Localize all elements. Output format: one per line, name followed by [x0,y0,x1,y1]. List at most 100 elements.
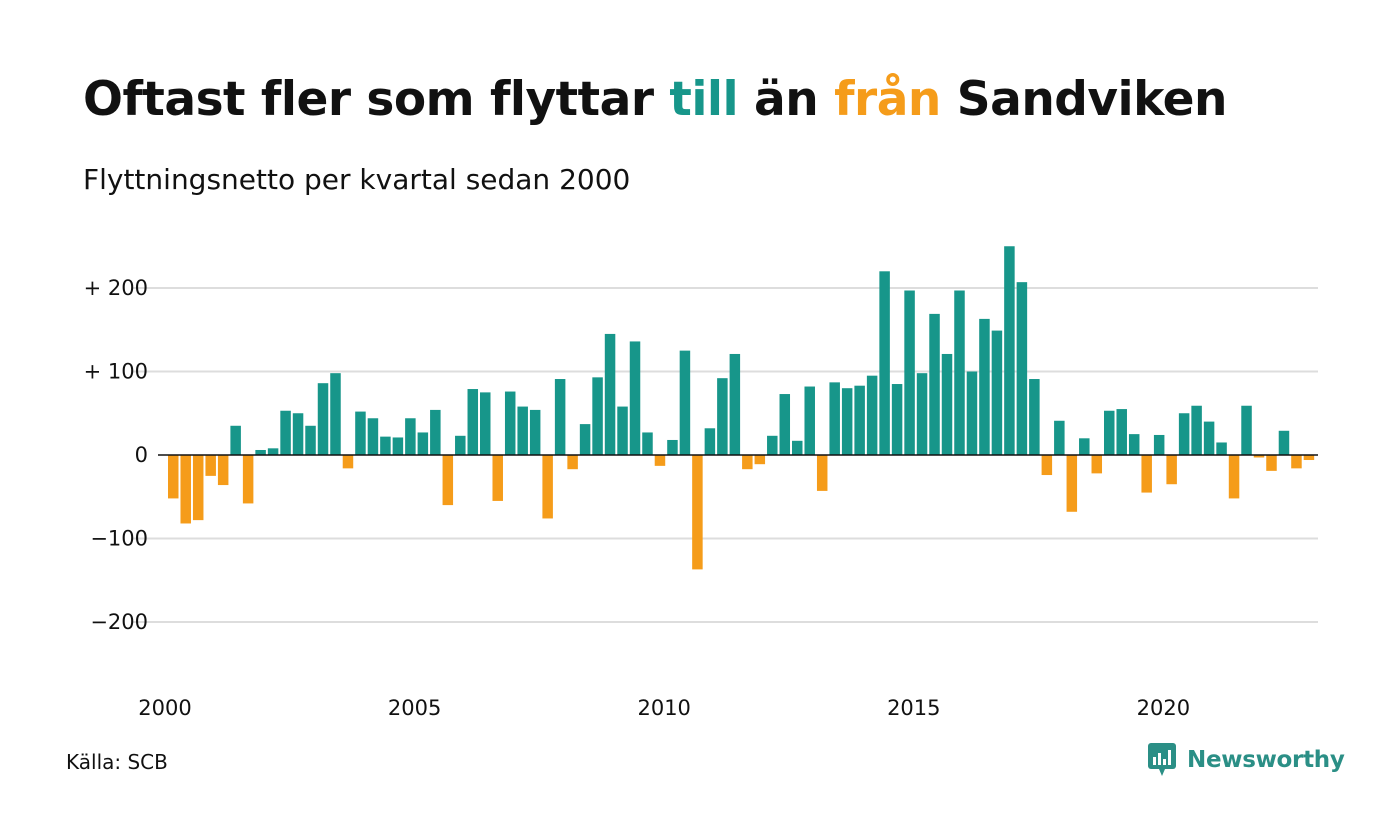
brand-logo[interactable]: Newsworthy [1147,742,1345,778]
bar [1278,430,1290,455]
bar [317,383,329,455]
bar [1253,455,1265,458]
bar [292,413,304,455]
bar [554,379,566,455]
bar [717,378,728,455]
bar [1004,246,1015,455]
title-till: till [669,72,739,127]
bar [991,330,1003,455]
x-tick-label: 2020 [1137,696,1190,720]
bar [168,455,179,499]
bar [1141,455,1152,493]
bar [367,418,379,455]
bar [1203,421,1215,455]
bar [654,455,666,466]
source-label: Källa: SCB [66,750,168,774]
bar [742,455,753,470]
bar [1091,455,1103,474]
bar [854,385,865,455]
bar [567,455,578,470]
bar [729,353,741,455]
bar [1191,405,1202,455]
brand-name: Newsworthy [1187,747,1345,773]
x-tick-label: 2015 [887,696,940,720]
y-tick-label: + 100 [84,360,148,384]
bar [1266,455,1277,471]
bar [305,425,316,455]
title-fran: från [834,72,941,127]
bar [1128,434,1140,455]
bar [579,424,591,455]
bar [430,409,441,455]
bar [891,384,903,455]
bar [841,388,853,455]
gridlines [132,287,1318,623]
bar [1104,410,1115,455]
bar [542,455,553,519]
bar [1178,413,1190,455]
bar [816,455,828,491]
bar [617,406,628,455]
bar [1166,455,1177,485]
bar [829,382,840,455]
bar [966,371,978,455]
bar [242,455,254,504]
bar [230,425,241,455]
bar [879,271,890,455]
title-part-2: än [738,72,835,127]
bar [692,455,703,570]
bar [679,350,691,455]
y-axis-ticks: + 200 + 100 0 −100 −200 [84,276,148,634]
bar [180,455,191,524]
title-part-1: Oftast fler som flyttar [83,72,670,127]
bar [492,455,503,501]
bars [168,246,1315,570]
bar [767,435,778,455]
bar [267,448,279,455]
bar [642,432,653,455]
bar [667,439,678,455]
bar [217,455,229,486]
bar [1216,442,1227,455]
bar [255,449,266,455]
bar [754,455,766,465]
bar [779,394,791,455]
bar [1054,420,1065,455]
y-tick-label: + 200 [84,276,148,300]
bar [1291,455,1302,469]
y-tick-label: −100 [90,527,148,551]
bar [355,411,366,455]
bar [380,436,391,455]
bar [205,455,216,476]
chart-title: Oftast fler som flyttar till än från San… [83,72,1228,127]
y-tick-label: 0 [135,443,148,467]
bar [904,290,915,455]
bar [330,373,341,455]
bar [1079,438,1090,455]
bar [804,386,815,455]
bar [417,432,429,455]
bar [929,313,940,455]
x-tick-label: 2000 [138,696,191,720]
bar [1041,455,1053,476]
bar [392,437,404,455]
bar [792,440,803,455]
x-axis-ticks: 2000 2005 2010 2015 2020 [138,696,1190,720]
bar [1066,455,1078,512]
title-part-3: Sandviken [940,72,1228,127]
bar [517,406,528,455]
bar [604,333,616,455]
y-tick-label: −200 [90,610,148,634]
bar [1228,455,1240,499]
bar [442,455,454,506]
bar [979,318,990,455]
bar [467,389,479,455]
bar [480,392,491,455]
bar [192,455,204,521]
bar [592,377,603,455]
bar [1241,405,1252,455]
chart-subtitle: Flyttningsnetto per kvartal sedan 2000 [83,163,631,196]
bar [1016,282,1028,455]
newsworthy-logo-icon [1148,743,1176,776]
